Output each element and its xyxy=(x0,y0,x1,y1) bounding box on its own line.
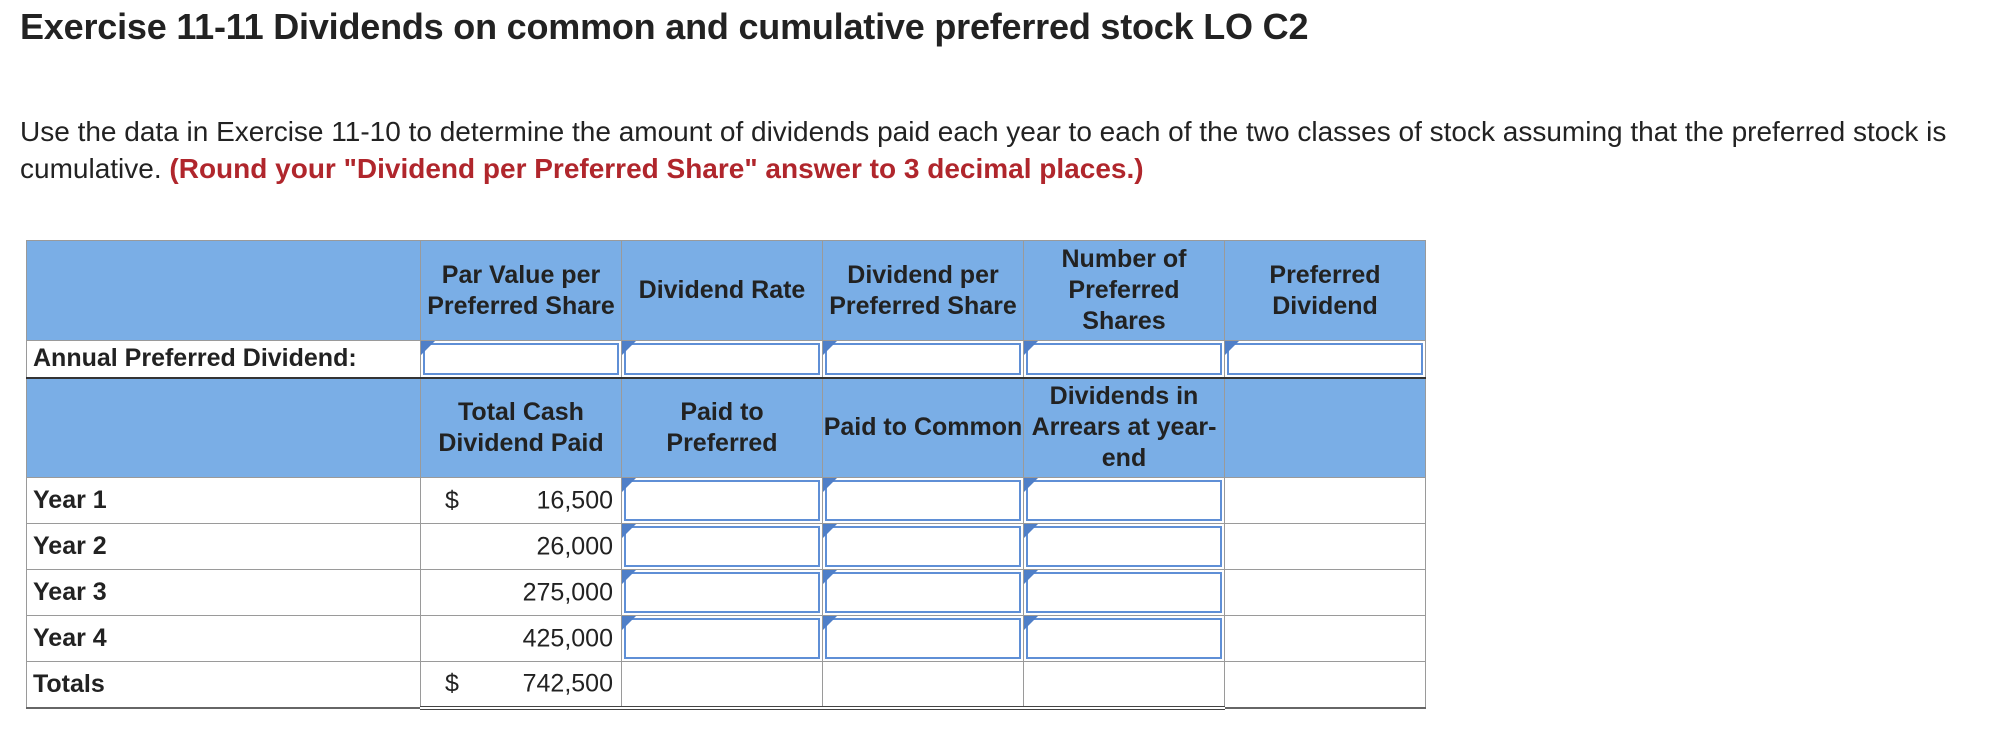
header-preferred-dividend: Preferred Dividend xyxy=(1224,240,1426,341)
arrears-input[interactable] xyxy=(1023,569,1225,616)
paid-to-common-input[interactable] xyxy=(822,569,1024,616)
empty-cell xyxy=(1224,523,1426,570)
dividend-rate-input[interactable] xyxy=(621,340,823,378)
total-cash-value: 275,000 xyxy=(420,569,622,616)
header-arrears: Dividends in Arrears at year-end xyxy=(1023,376,1225,478)
total-cash-value: $ 16,500 xyxy=(420,477,622,524)
header-blank xyxy=(26,240,421,341)
header-par-value: Par Value per Preferred Share xyxy=(420,240,622,341)
header-paid-to-preferred: Paid to Preferred xyxy=(621,376,823,478)
empty-cell xyxy=(1224,569,1426,616)
cash-amount: 425,000 xyxy=(522,624,613,652)
total-paid-to-preferred xyxy=(621,661,823,710)
row-label: Year 1 xyxy=(26,477,421,524)
header-row-2: Total Cash Dividend Paid Paid to Preferr… xyxy=(26,376,1426,478)
cell-marker-icon xyxy=(622,478,636,492)
rounding-note: (Round your "Dividend per Preferred Shar… xyxy=(169,153,1144,184)
currency-symbol: $ xyxy=(445,486,459,514)
paid-to-common-input[interactable] xyxy=(822,523,1024,570)
cell-marker-icon xyxy=(1024,478,1038,492)
instructions: Use the data in Exercise 11-10 to determ… xyxy=(20,113,1980,187)
paid-to-common-input[interactable] xyxy=(822,477,1024,524)
cash-amount: 275,000 xyxy=(522,578,613,606)
page-title: Exercise 11-11 Dividends on common and c… xyxy=(20,6,1309,47)
header-dividend-rate: Dividend Rate xyxy=(621,240,823,341)
paid-to-preferred-input[interactable] xyxy=(621,523,823,570)
cell-marker-icon xyxy=(823,616,837,630)
totals-label: Totals xyxy=(26,661,421,709)
header-total-cash: Total Cash Dividend Paid xyxy=(420,376,622,478)
paid-to-preferred-input[interactable] xyxy=(621,615,823,662)
empty-cell xyxy=(1224,661,1426,709)
header-blank-2 xyxy=(26,376,421,478)
cell-marker-icon xyxy=(823,524,837,538)
header-blank-3 xyxy=(1224,376,1426,478)
header-number-of-shares: Number of Preferred Shares xyxy=(1023,240,1225,341)
total-arrears xyxy=(1023,661,1225,710)
par-value-input[interactable] xyxy=(420,340,622,378)
dividend-per-share-input[interactable] xyxy=(822,340,1024,378)
row-label: Year 3 xyxy=(26,569,421,616)
arrears-input[interactable] xyxy=(1023,477,1225,524)
header-paid-to-common: Paid to Common xyxy=(822,376,1024,478)
paid-to-preferred-input[interactable] xyxy=(621,569,823,616)
cell-marker-icon xyxy=(1024,616,1038,630)
preferred-dividend-input[interactable] xyxy=(1224,340,1426,378)
paid-to-preferred-input[interactable] xyxy=(621,477,823,524)
total-cash-value: 26,000 xyxy=(420,523,622,570)
cell-marker-icon xyxy=(823,341,837,355)
number-of-shares-input[interactable] xyxy=(1023,340,1225,378)
table-row: Year 4 425,000 xyxy=(26,615,1426,662)
row-label: Year 2 xyxy=(26,523,421,570)
currency-symbol: $ xyxy=(445,669,459,698)
cell-marker-icon xyxy=(1024,570,1038,584)
annual-dividend-row: Annual Preferred Dividend: xyxy=(26,340,1426,378)
annual-dividend-label: Annual Preferred Dividend: xyxy=(26,340,421,378)
row-label: Year 4 xyxy=(26,615,421,662)
header-dividend-per-share: Dividend per Preferred Share xyxy=(822,240,1024,341)
empty-cell xyxy=(1224,477,1426,524)
empty-cell xyxy=(1224,615,1426,662)
cell-marker-icon xyxy=(421,341,435,355)
cell-marker-icon xyxy=(622,570,636,584)
cell-marker-icon xyxy=(622,341,636,355)
cell-marker-icon xyxy=(622,616,636,630)
cash-amount: 16,500 xyxy=(536,486,613,514)
cash-amount: 26,000 xyxy=(536,532,613,560)
cell-marker-icon xyxy=(1024,524,1038,538)
cell-marker-icon xyxy=(823,570,837,584)
arrears-input[interactable] xyxy=(1023,615,1225,662)
totals-row: Totals $ 742,500 xyxy=(26,661,1426,710)
cell-marker-icon xyxy=(1225,341,1239,355)
cash-amount: 742,500 xyxy=(522,669,613,698)
header-row-1: Par Value per Preferred Share Dividend R… xyxy=(26,240,1426,341)
cell-marker-icon xyxy=(1024,341,1038,355)
cell-marker-icon xyxy=(622,524,636,538)
table-row: Year 1 $ 16,500 xyxy=(26,477,1426,524)
cell-marker-icon xyxy=(823,478,837,492)
table-row: Year 3 275,000 xyxy=(26,569,1426,616)
total-cash-sum: $ 742,500 xyxy=(420,661,622,710)
dividend-worksheet: Par Value per Preferred Share Dividend R… xyxy=(26,240,1426,710)
instructions-text: Use the data in Exercise 11-10 to determ… xyxy=(20,116,1947,184)
table-row: Year 2 26,000 xyxy=(26,523,1426,570)
paid-to-common-input[interactable] xyxy=(822,615,1024,662)
arrears-input[interactable] xyxy=(1023,523,1225,570)
total-cash-value: 425,000 xyxy=(420,615,622,662)
total-paid-to-common xyxy=(822,661,1024,710)
